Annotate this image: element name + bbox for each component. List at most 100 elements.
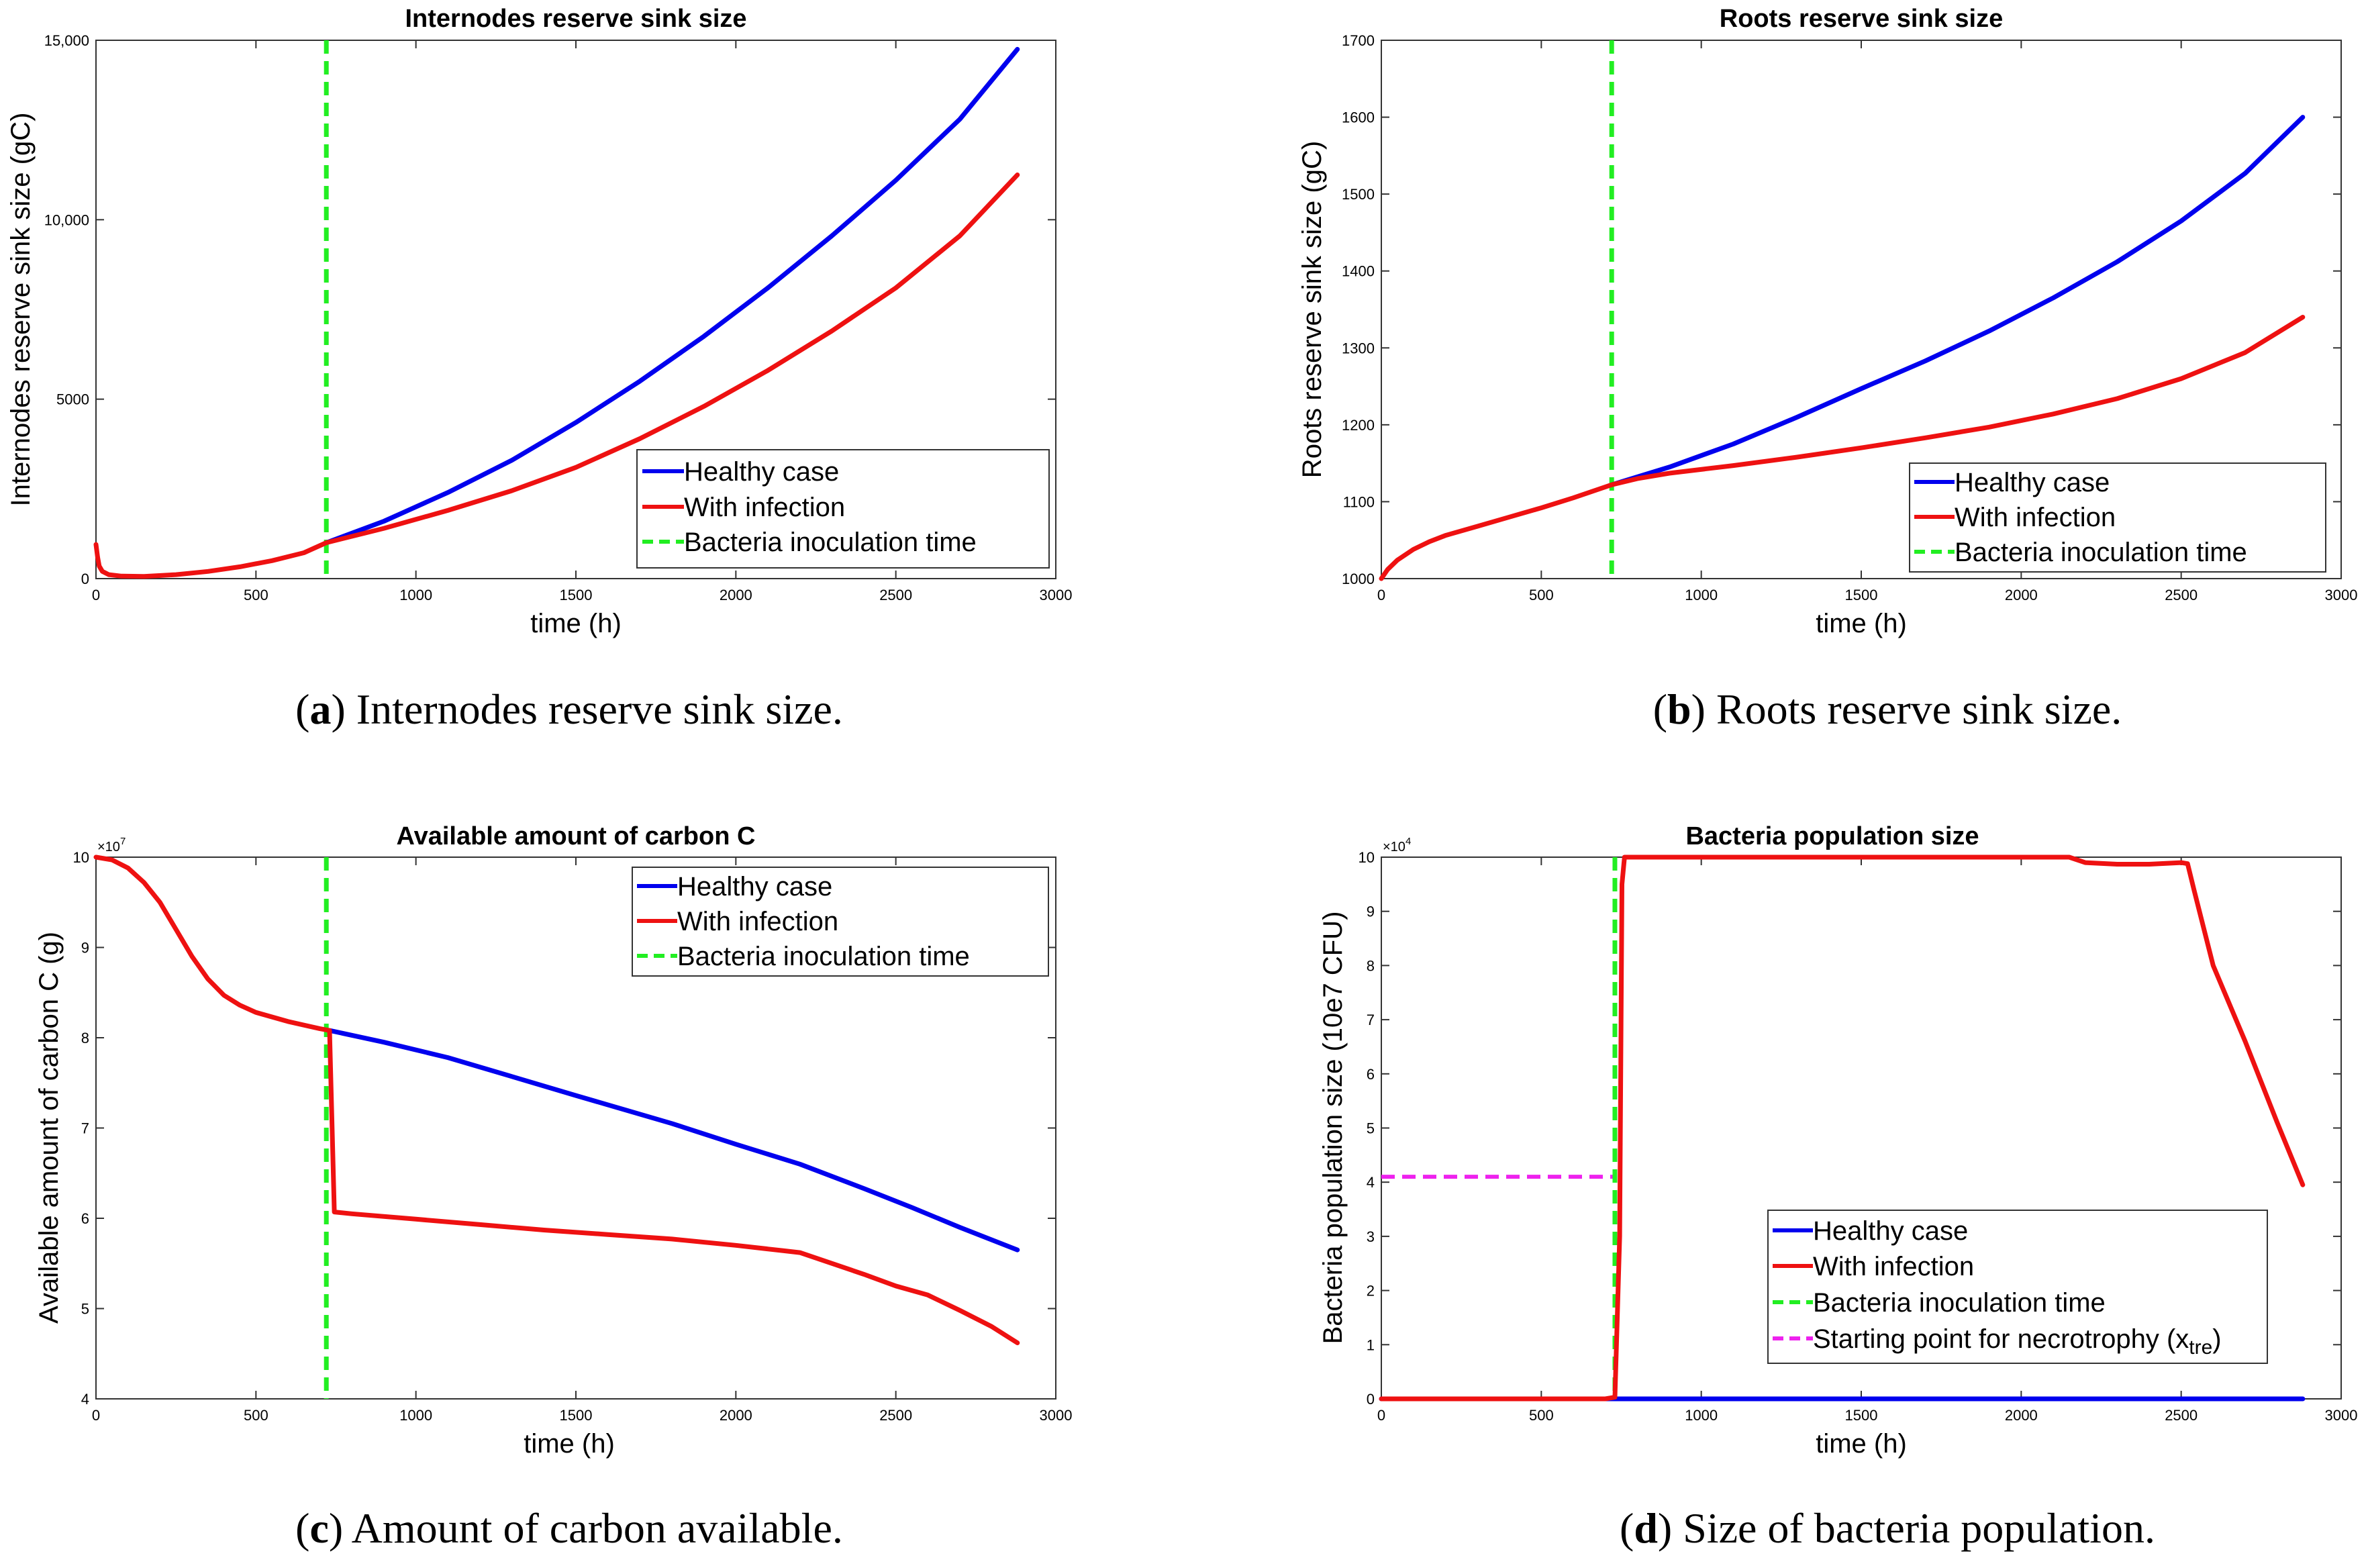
y-tick-label: 7 (81, 1120, 89, 1137)
x-tick-label: 500 (1529, 1407, 1554, 1424)
x-ticks: 0 500 1000 1500 2000 2500 3000 (1377, 857, 2357, 1424)
legend: Healthy case With infection Bacteria ino… (1767, 1210, 2268, 1364)
x-tick-label: 2000 (720, 1407, 752, 1424)
legend-infection-label: With infection (1813, 1252, 1974, 1281)
caption-a: (a) Internodes reserve sink size. (295, 685, 843, 733)
y-tick-label: 1300 (1342, 340, 1375, 356)
x-tick-label: 3000 (1040, 587, 1073, 603)
y-tick-label: 1500 (1342, 186, 1375, 203)
y-tick-label: 10,000 (44, 211, 89, 228)
series-infection-line (1379, 854, 2306, 1402)
legend: Healthy case With infection Bacteria ino… (636, 449, 1050, 569)
legend: Healthy case With infection Bacteria ino… (632, 867, 1049, 977)
x-ticks: 0 500 1000 1500 2000 2500 3000 (92, 40, 1073, 603)
y-tick-label: 7 (1367, 1012, 1375, 1028)
legend: Healthy case With infection Bacteria ino… (1909, 462, 2326, 573)
x-tick-label: 2500 (2165, 1407, 2198, 1424)
caption-b: (b) Roots reserve sink size. (1653, 685, 2122, 733)
x-ticks: 0 500 1000 1500 2000 2500 3000 (92, 857, 1073, 1424)
panel-b: Roots reserve sink size Roots reserve si… (1297, 5, 2357, 733)
y-tick-label: 1100 (1343, 493, 1375, 510)
y-tick-label: 10 (73, 849, 89, 866)
x-axis-label: time (h) (1816, 1429, 1907, 1459)
x-tick-label: 2000 (2005, 1407, 2038, 1424)
legend-healthy-label: Healthy case (677, 872, 832, 901)
y-tick-label: 1700 (1342, 32, 1375, 49)
x-tick-label: 2500 (2165, 587, 2198, 603)
y-tick-label: 5 (1367, 1120, 1375, 1137)
x-tick-label: 0 (92, 1407, 100, 1424)
legend-inoculation-label: Bacteria inoculation time (677, 942, 970, 971)
x-ticks: 0 500 1000 1500 2000 2500 3000 (1377, 40, 2358, 603)
legend-infection-label: With infection (684, 493, 845, 522)
x-tick-label: 1500 (1845, 1407, 1878, 1424)
caption-c: (c) Amount of carbon available. (295, 1504, 843, 1552)
y-axis-label: Available amount of carbon C (g) (34, 932, 64, 1324)
y-tick-label: 6 (1367, 1066, 1375, 1083)
y-tick-label: 5000 (56, 391, 89, 408)
y-tick-label: 9 (81, 940, 89, 957)
y-tick-label: 5 (81, 1301, 89, 1318)
y-tick-label: 10 (1359, 849, 1375, 866)
panel-a: Internodes reserve sink size Internodes … (6, 5, 1072, 733)
panel-c: Available amount of carbon C ×107 Availa… (34, 822, 1072, 1552)
legend-box (632, 867, 1049, 977)
y-tick-label: 3 (1367, 1228, 1375, 1245)
x-tick-label: 0 (92, 587, 100, 603)
y-ticks: 0 5000 10,000 15,000 (44, 32, 1056, 587)
y-tick-label: 1000 (1342, 571, 1375, 587)
chart-title: Internodes reserve sink size (405, 5, 746, 33)
y-tick-label: 9 (1367, 903, 1375, 920)
series-healthy-line (324, 46, 1020, 545)
x-tick-label: 500 (1529, 587, 1554, 603)
series-healthy-line (1609, 115, 2306, 487)
x-tick-label: 3000 (1040, 1407, 1073, 1424)
legend-healthy-label: Healthy case (684, 457, 839, 487)
y-axis-label: Internodes reserve sink size (gC) (6, 113, 36, 507)
y-tick-label: 6 (81, 1210, 89, 1227)
x-tick-label: 1000 (399, 1407, 432, 1424)
y-ticks: 0 1 2 3 4 5 6 7 8 9 10 (1359, 849, 2341, 1408)
exponent-label: ×107 (97, 836, 126, 854)
y-axis-label: Bacteria population size (10e7 CFU) (1318, 912, 1348, 1344)
x-tick-label: 0 (1377, 587, 1385, 603)
x-tick-label: 3000 (2325, 587, 2358, 603)
x-tick-label: 1000 (399, 587, 432, 603)
y-ticks: 1000 1100 1200 1300 1400 1500 1600 1700 (1342, 32, 2341, 587)
x-axis-label: time (h) (530, 609, 622, 638)
y-axis-label: Roots reserve sink size (gC) (1297, 141, 1327, 478)
x-axis-label: time (h) (1816, 609, 1907, 638)
y-tick-label: 8 (1367, 957, 1375, 974)
chart-title: Bacteria population size (1685, 822, 1979, 850)
y-tick-label: 1400 (1342, 263, 1375, 280)
series-infection-line (93, 854, 1020, 1346)
x-tick-label: 2500 (879, 1407, 912, 1424)
chart-title: Available amount of carbon C (397, 822, 756, 850)
legend-box (636, 449, 1050, 569)
x-tick-label: 1000 (1685, 587, 1718, 603)
legend-inoculation-label: Bacteria inoculation time (1955, 538, 2247, 567)
y-tick-label: 1200 (1342, 417, 1375, 434)
y-tick-label: 2 (1367, 1283, 1375, 1300)
series-infection-line (1379, 315, 2306, 581)
y-tick-label: 4 (81, 1391, 89, 1408)
y-tick-label: 8 (81, 1030, 89, 1046)
legend-necrotrophy-label: Starting point for necrotrophy (xtre) (1813, 1324, 2222, 1359)
y-tick-label: 0 (81, 571, 89, 587)
chart-title: Roots reserve sink size (1720, 5, 2003, 33)
legend-inoculation-label: Bacteria inoculation time (1813, 1288, 2106, 1318)
x-tick-label: 2000 (2005, 587, 2038, 603)
legend-infection-label: With infection (677, 907, 838, 936)
legend-healthy-label: Healthy case (1955, 468, 2110, 497)
legend-healthy-label: Healthy case (1813, 1216, 1968, 1246)
y-tick-label: 1 (1367, 1336, 1375, 1353)
x-axis-label: time (h) (524, 1429, 615, 1459)
x-tick-label: 500 (244, 1407, 268, 1424)
x-tick-label: 0 (1377, 1407, 1385, 1424)
caption-d: (d) Size of bacteria population. (1620, 1504, 2155, 1552)
y-tick-label: 0 (1367, 1391, 1375, 1408)
y-tick-label: 1600 (1342, 109, 1375, 126)
x-tick-label: 1500 (560, 587, 593, 603)
legend-box (1767, 1210, 2268, 1364)
